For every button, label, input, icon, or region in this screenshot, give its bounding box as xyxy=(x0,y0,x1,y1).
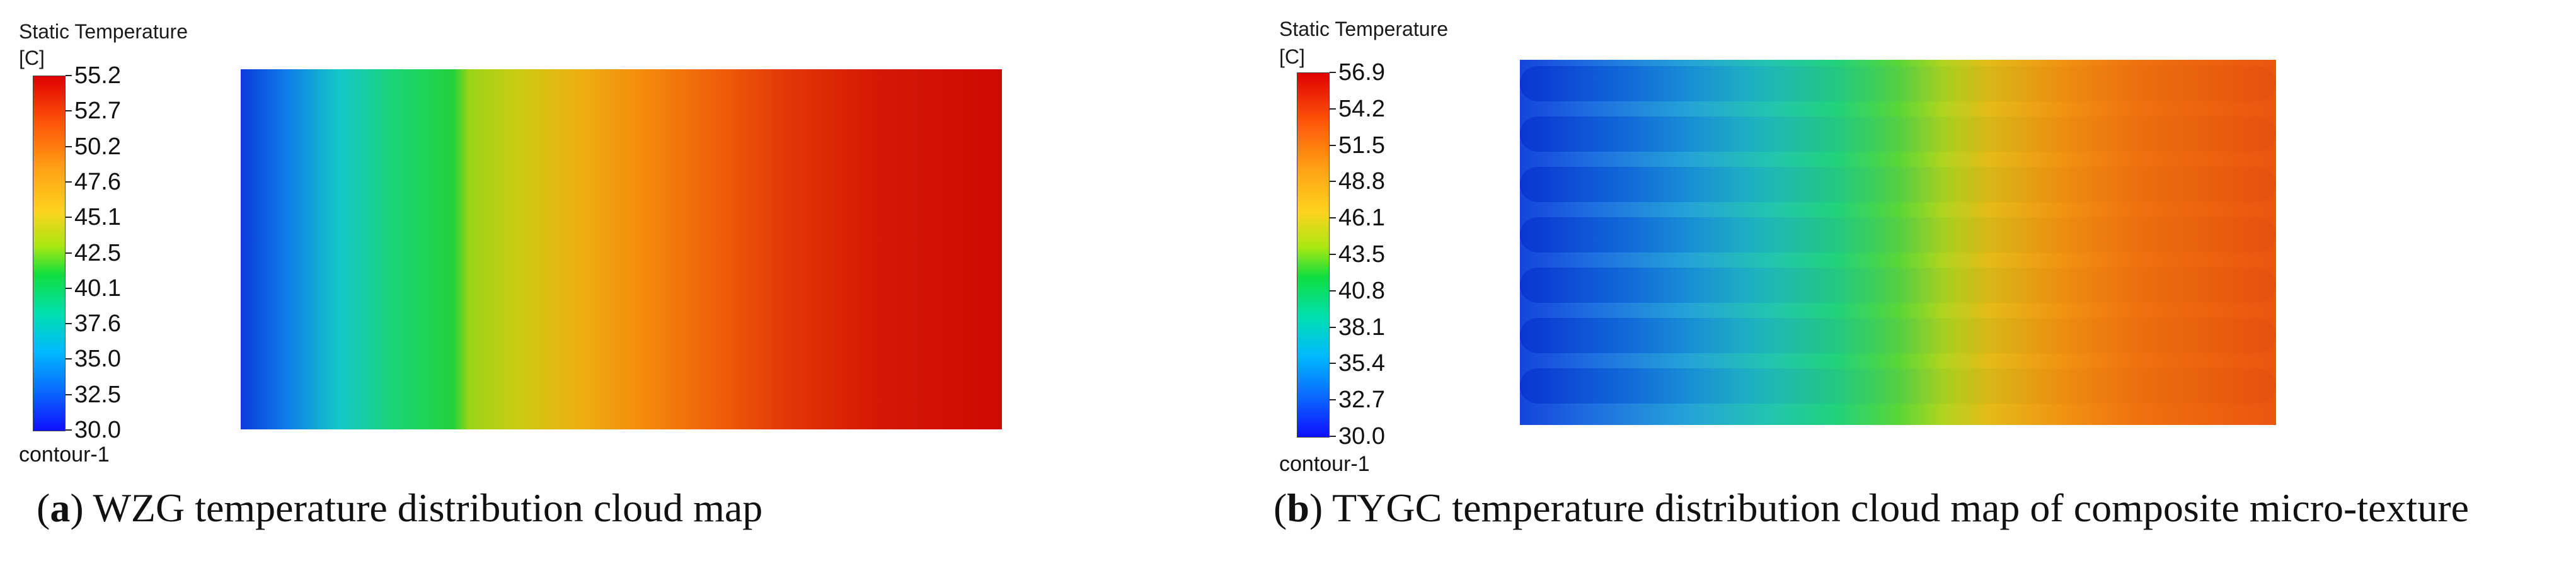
micro-texture-stripe xyxy=(1520,368,2276,404)
caption-a: (a) WZG temperature distribution cloud m… xyxy=(37,485,763,530)
legend-unit: [C] xyxy=(19,47,45,69)
colorbar-tick xyxy=(66,393,72,395)
colorbar-tick xyxy=(1330,181,1336,183)
colorbar-tick-label: 40.8 xyxy=(1338,277,1385,304)
colorbar-tick-label: 32.7 xyxy=(1338,387,1385,414)
colorbar-tick-label: 35.0 xyxy=(74,346,121,373)
contour-label: contour-1 xyxy=(1279,452,1370,476)
micro-texture-stripe xyxy=(1520,318,2276,353)
colorbar-tick-label: 46.1 xyxy=(1338,205,1385,232)
legend-title: Static Temperature xyxy=(19,20,188,43)
contour-label: contour-1 xyxy=(19,443,110,467)
caption-text: TYGC temperature distribution cloud map … xyxy=(1332,485,2470,530)
colorbar-tick-label: 40.1 xyxy=(74,275,121,302)
colorbar-tick-label: 42.5 xyxy=(74,239,121,266)
colorbar-tick xyxy=(1330,363,1336,365)
colorbar-tick-label: 50.2 xyxy=(74,133,121,160)
colorbar-tick-label: 32.5 xyxy=(74,381,121,408)
colorbar-tick xyxy=(66,217,72,218)
colorbar xyxy=(1297,72,1330,438)
colorbar-tick xyxy=(66,252,72,254)
colorbar-tick xyxy=(66,75,72,76)
caption-letter: b xyxy=(1287,485,1309,530)
colorbar-tick-label: 45.1 xyxy=(74,204,121,231)
colorbar-tick xyxy=(1330,254,1336,255)
colorbar-tick-label: 30.0 xyxy=(74,417,121,443)
colorbar-tick-label: 35.4 xyxy=(1338,350,1385,377)
colorbar-tick xyxy=(66,429,72,431)
colorbar-tick-label: 48.8 xyxy=(1338,168,1385,195)
caption-b: (b) TYGC temperature distribution cloud … xyxy=(1274,485,2470,530)
micro-texture-stripe xyxy=(1520,116,2276,152)
colorbar-tick xyxy=(1330,108,1336,110)
colorbar-tick-label: 37.6 xyxy=(74,310,121,337)
panel-a: Static Temperature [C] 55.2 52.7 50.2 47.6 4… xyxy=(0,0,1273,566)
micro-texture-stripe xyxy=(1520,268,2276,303)
colorbar-tick xyxy=(66,323,72,325)
temperature-contour-map xyxy=(241,69,1002,429)
temperature-contour-map xyxy=(1520,60,2276,425)
colorbar-tick xyxy=(1330,436,1336,437)
colorbar-tick xyxy=(1330,217,1336,219)
colorbar-tick xyxy=(1330,144,1336,146)
colorbar-tick xyxy=(1330,399,1336,401)
colorbar-tick xyxy=(66,145,72,147)
colorbar-tick xyxy=(66,358,72,360)
legend-title: Static Temperature xyxy=(1279,18,1448,40)
colorbar-tick-label: 47.6 xyxy=(74,168,121,195)
colorbar-tick-label: 43.5 xyxy=(1338,241,1385,268)
colorbar-tick-label: 38.1 xyxy=(1338,314,1385,341)
colorbar-tick xyxy=(1330,326,1336,328)
colorbar xyxy=(33,76,66,431)
colorbar-tick-label: 30.0 xyxy=(1338,423,1385,450)
colorbar-tick xyxy=(1330,72,1336,73)
colorbar-tick-label: 52.7 xyxy=(74,98,121,125)
micro-texture-stripe xyxy=(1520,217,2276,252)
colorbar-tick xyxy=(1330,290,1336,291)
micro-texture-stripe xyxy=(1520,66,2276,101)
colorbar-tick-label: 54.2 xyxy=(1338,95,1385,122)
micro-texture-stripe xyxy=(1520,167,2276,202)
colorbar-tick xyxy=(66,287,72,289)
colorbar-tick-label: 51.5 xyxy=(1338,132,1385,159)
colorbar-tick-label: 56.9 xyxy=(1338,59,1385,86)
colorbar-tick xyxy=(66,110,72,112)
panel-b: Static Temperature [C] 56.9 54.2 51.5 48.8 4… xyxy=(1273,0,2576,566)
legend-unit: [C] xyxy=(1279,45,1305,68)
colorbar-tick-label: 55.2 xyxy=(74,62,121,89)
caption-text: WZG temperature distribution cloud map xyxy=(93,485,763,530)
caption-letter: a xyxy=(50,485,71,530)
colorbar-tick xyxy=(66,181,72,183)
